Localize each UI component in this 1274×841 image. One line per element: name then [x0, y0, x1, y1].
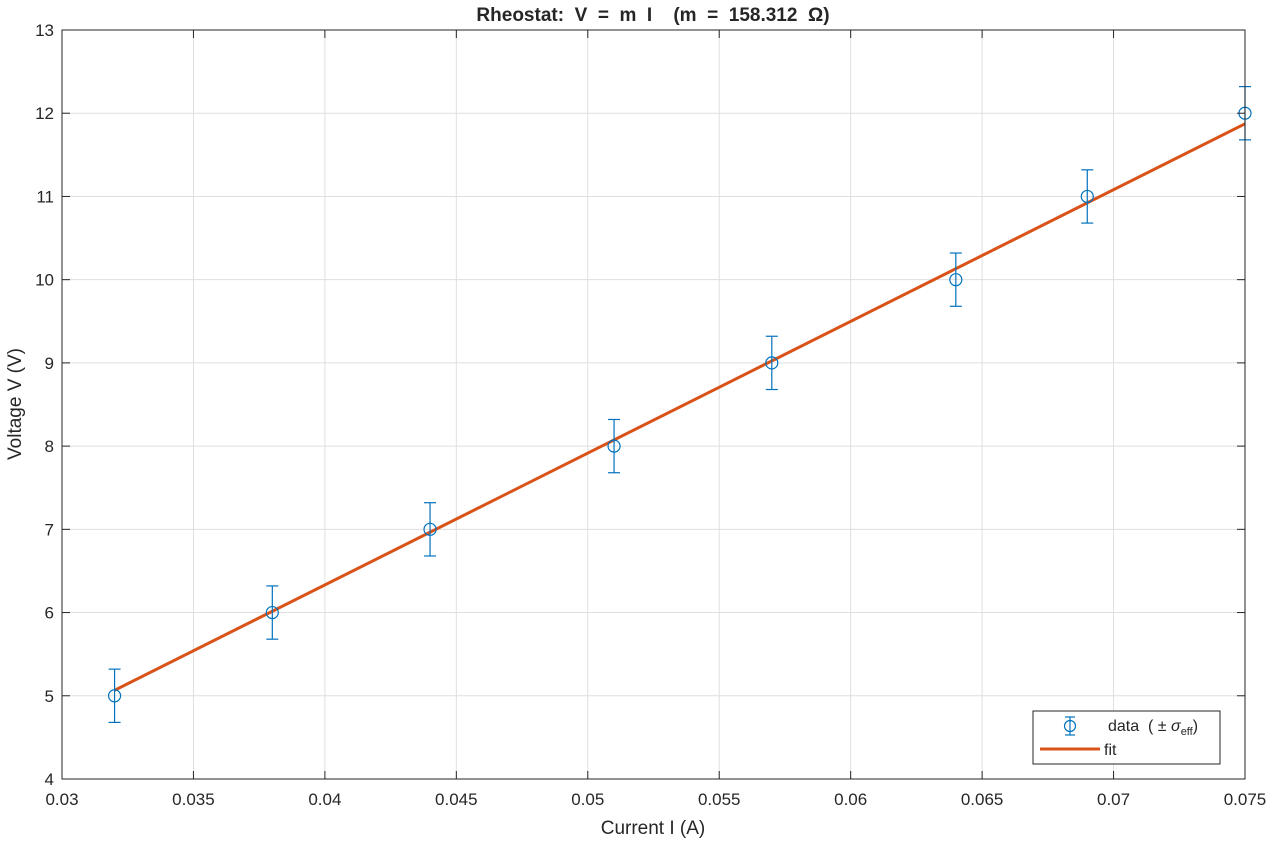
x-tick-label: 0.055 — [698, 790, 741, 809]
plot-background — [62, 30, 1245, 779]
legend-data-label: data ( ± σeff) — [1108, 718, 1198, 738]
y-tick-label: 12 — [35, 104, 54, 123]
y-tick-label: 10 — [35, 271, 54, 290]
data-point — [107, 689, 122, 703]
x-tick-label: 0.06 — [834, 790, 867, 809]
y-tick-label: 9 — [45, 354, 54, 373]
data-point — [423, 522, 437, 536]
data-point-group — [1080, 169, 1094, 224]
data-point-group — [265, 585, 279, 640]
x-tick-label: 0.03 — [45, 790, 78, 809]
y-tick-label: 7 — [45, 520, 54, 539]
x-tick-label: 0.05 — [571, 790, 604, 809]
legend-data-marker — [1063, 716, 1077, 736]
x-tick-labels: 0.03 0.035 0.04 0.045 0.05 0.055 0.06 0.065 0.07… — [45, 790, 1266, 809]
y-tick-label: 11 — [36, 187, 54, 206]
data-point — [949, 273, 963, 287]
fit-line — [113, 122, 1246, 692]
axis-ticks — [61, 29, 1246, 780]
legend-fit-label: fit — [1104, 742, 1117, 759]
x-tick-label: 0.045 — [435, 790, 478, 809]
x-tick-label: 0.04 — [308, 790, 341, 809]
plot-frame — [61, 29, 1246, 780]
y-tick-label: 8 — [45, 437, 54, 456]
data-point — [1080, 189, 1094, 204]
chart-title: Rheostat: V = m I (m = 158.312 Ω) — [476, 5, 829, 26]
data-point — [607, 439, 621, 453]
y-axis-title: Voltage V (V) — [5, 348, 26, 460]
fit-layer — [113, 122, 1246, 692]
data-point — [265, 605, 279, 620]
legend-sigma-subscript: eff — [1181, 726, 1194, 738]
legend-sigma-symbol: σ — [1171, 718, 1182, 735]
x-tick-label: 0.035 — [172, 790, 215, 809]
data-point-group — [107, 668, 122, 724]
legend: data ( ± σeff) fit — [1032, 710, 1221, 765]
data-point-group — [423, 502, 437, 557]
y-tick-labels: 4 5 6 7 8 9 10 11 12 13 — [35, 21, 54, 789]
data-point — [765, 356, 779, 370]
data-point-group — [949, 252, 963, 307]
x-tick-label: 0.075 — [1224, 790, 1267, 809]
data-point-group — [607, 418, 621, 474]
legend-data-label-end: ) — [1193, 718, 1198, 735]
data-layer — [107, 85, 1252, 724]
legend-data-label-start: data ( ± — [1108, 718, 1171, 735]
y-tick-label: 13 — [35, 21, 54, 40]
x-tick-label: 0.065 — [961, 790, 1004, 809]
legend-box — [1032, 710, 1221, 765]
x-tick-label: 0.07 — [1097, 790, 1130, 809]
data-point-group — [765, 335, 779, 391]
y-tick-label: 6 — [45, 604, 54, 623]
y-tick-label: 4 — [45, 770, 54, 789]
x-axis-title: Current I (A) — [601, 818, 706, 839]
y-tick-label: 5 — [45, 687, 54, 706]
